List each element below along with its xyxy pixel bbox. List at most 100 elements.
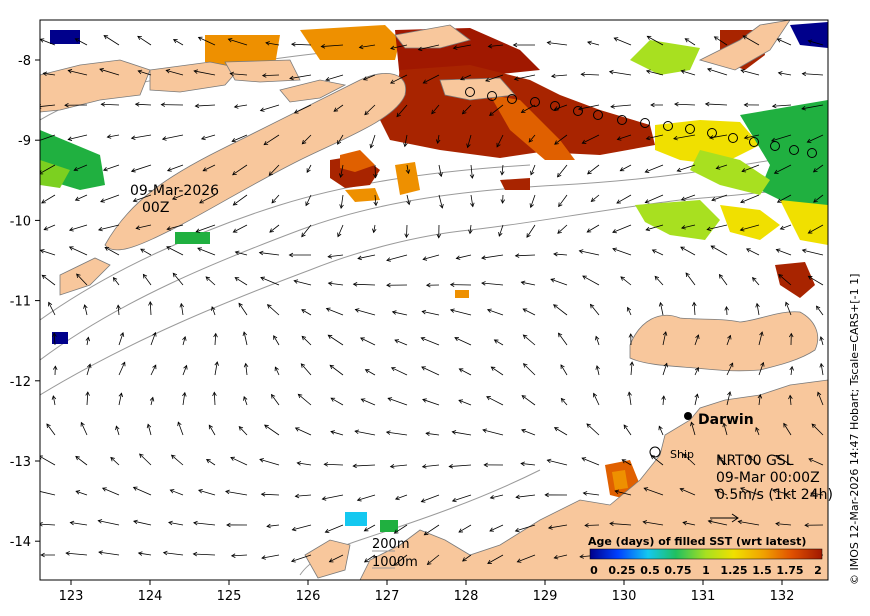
current-arrow [238,302,248,316]
current-arrow [557,224,568,234]
current-arrow [558,332,568,346]
current-arrow [743,102,760,108]
current-arrow [737,519,760,526]
current-arrow [776,38,792,46]
current-arrow [544,492,568,498]
product-label: NRT00 GSL [716,453,794,469]
credit-label: © IMOS 12-Mar-2026 14:47 Hobart; Tscale=… [848,274,861,585]
x-tick-label: 123 [59,589,84,604]
current-arrow [557,164,568,178]
map-area[interactable] [36,20,828,580]
current-arrow [132,194,152,203]
current-arrow [211,306,216,316]
current-arrow [520,280,536,286]
current-arrow [547,524,568,530]
current-arrow [808,458,824,466]
current-arrow [225,489,248,496]
current-arrow [682,520,696,526]
current-arrow [438,194,444,209]
current-arrow [293,279,312,286]
current-arrow [590,194,600,202]
current-arrow [513,74,536,81]
current-arrow [713,36,728,46]
track-point [487,91,497,101]
current-arrow [213,332,218,346]
x-tick-label: 128 [454,589,479,604]
current-arrow [493,339,504,346]
current-arrow [330,430,344,436]
track-point [770,141,780,151]
current-arrow [755,426,760,436]
track-point [593,110,603,120]
current-arrow [680,194,696,201]
current-arrow [662,331,668,346]
current-arrow [168,520,184,526]
current-arrow [232,164,248,176]
current-arrow [629,361,635,376]
current-arrow [300,363,312,376]
current-arrow [42,71,56,77]
current-arrow [193,69,216,76]
current-arrow [386,282,408,288]
current-arrow [41,274,56,286]
current-arrow [263,134,280,146]
current-arrow [327,334,344,346]
current-arrow [118,332,125,346]
current-arrow [628,333,634,346]
current-arrow [226,522,248,528]
current-arrow [742,35,760,46]
current-arrow [197,247,216,256]
product-time-label: 09-Mar 00:00Z [716,470,820,486]
current-arrow [558,194,568,208]
current-arrow [289,74,312,81]
current-arrow [352,282,376,287]
current-arrow [610,104,632,109]
track-point [807,148,817,158]
current-arrow [458,524,472,533]
sst-age-patches [40,22,828,532]
current-arrow [199,194,216,204]
colorbar-tick-label: 2 [814,564,822,577]
current-arrow [132,486,152,496]
current-arrow [40,552,56,558]
y-tick-label: -9 [18,134,31,149]
current-arrow [133,519,152,526]
current-arrow [722,422,728,436]
current-arrow [595,335,600,346]
current-arrow [166,164,184,172]
current-arrow [273,335,280,346]
current-arrow [452,44,472,50]
current-arrow [498,224,504,237]
current-arrow [329,364,344,376]
current-arrow [521,395,536,406]
current-arrow [779,224,792,230]
current-arrow [357,254,376,261]
current-arrow [394,339,408,346]
current-arrow [214,361,219,376]
current-arrow [620,276,632,286]
track-point [663,121,673,131]
current-arrow [205,276,216,286]
current-arrow [422,74,440,84]
current-arrow [393,524,408,534]
current-arrow [259,458,280,466]
x-tick-label: 130 [612,589,637,604]
track-point [573,106,583,116]
current-arrow [489,524,504,532]
current-arrow [327,281,344,286]
current-arrow [102,164,120,172]
current-arrow [68,224,88,232]
current-arrow [714,488,728,496]
current-arrow [582,491,600,496]
current-arrow [771,103,792,109]
current-arrow [819,336,824,346]
current-arrow [271,194,280,204]
current-arrow [106,134,120,139]
current-arrow [718,273,728,286]
current-arrow [333,104,344,112]
depth-1000-label: 1000m [372,555,418,570]
current-arrow [363,554,376,563]
current-arrow [485,74,504,82]
track-point [530,97,540,107]
current-arrow [137,551,152,556]
